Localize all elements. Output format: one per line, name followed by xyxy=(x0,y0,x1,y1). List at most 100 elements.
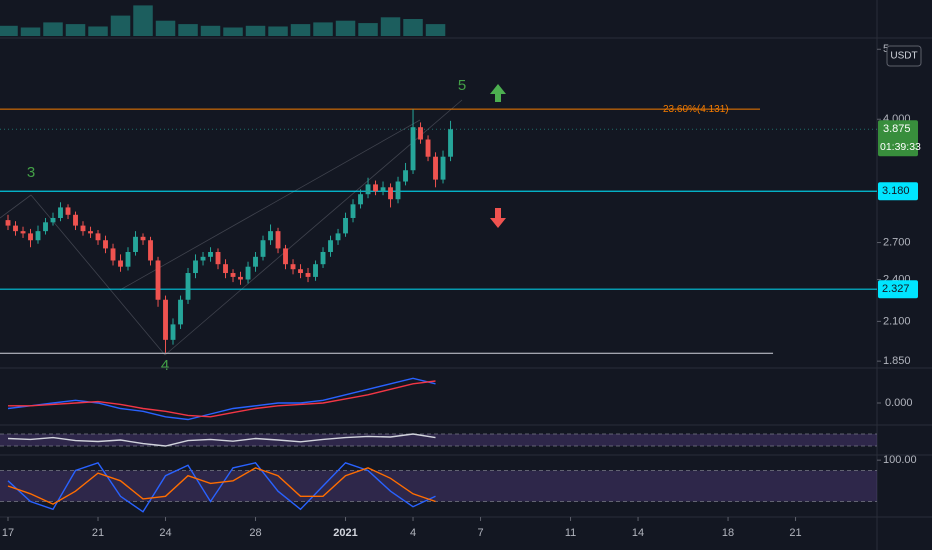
rsi-band xyxy=(0,434,877,446)
candle-body xyxy=(193,260,198,274)
candle-body xyxy=(440,156,446,180)
candle-body xyxy=(20,231,26,234)
currency-badge xyxy=(886,45,922,67)
volume-bar xyxy=(155,20,176,36)
candle-body xyxy=(290,264,296,270)
volume-bar xyxy=(88,26,108,36)
candle-body xyxy=(365,184,371,195)
x-tick-label: 17 xyxy=(2,527,14,539)
candle-body xyxy=(28,233,33,241)
volume-bar xyxy=(268,26,288,36)
countdown-label: 01:39:33 xyxy=(880,141,921,153)
candle-body xyxy=(260,240,266,257)
level-badge xyxy=(878,182,918,201)
candle-body xyxy=(35,231,41,241)
x-tick-label: 4 xyxy=(410,527,416,539)
last-price-badge xyxy=(878,120,918,157)
x-tick-label: 7 xyxy=(477,527,483,539)
candle-body xyxy=(418,127,423,140)
x-tick-label: 18 xyxy=(722,527,734,539)
candle-body xyxy=(5,220,11,226)
candle-body xyxy=(185,273,191,300)
x-tick-label: 21 xyxy=(789,527,801,539)
candle-body xyxy=(410,127,416,171)
x-tick-label: 11 xyxy=(565,527,576,539)
wave-label: 4 xyxy=(161,357,169,374)
volume-bar xyxy=(0,25,18,36)
candle-body xyxy=(125,251,131,267)
candle-body xyxy=(88,231,93,234)
candle-body xyxy=(425,139,431,157)
candle-body xyxy=(110,248,116,261)
fib-label: 23.60%(4.131) xyxy=(663,104,729,115)
candle-body xyxy=(148,240,153,261)
stoch-band xyxy=(0,470,877,502)
currency-label: USDT xyxy=(890,51,917,62)
candle-body xyxy=(253,256,258,267)
candle-body xyxy=(343,217,348,234)
volume-bar xyxy=(335,20,356,36)
volume-bar xyxy=(313,22,333,36)
rsi-line xyxy=(7,433,436,447)
volume-bar xyxy=(20,27,41,36)
candle-body xyxy=(230,273,236,277)
level-badge xyxy=(878,280,918,299)
y-tick-label: 2.100 xyxy=(883,315,911,327)
candle-body xyxy=(155,260,161,300)
candle-body xyxy=(73,214,78,226)
candle-body xyxy=(95,233,101,241)
candle-body xyxy=(388,187,393,200)
candle-body xyxy=(163,299,168,340)
candle-body xyxy=(200,256,206,261)
candle-body xyxy=(305,273,311,277)
y-tick-label: 100.00 xyxy=(883,454,917,466)
candle-body xyxy=(238,276,243,280)
y-tick-label: 1.850 xyxy=(883,355,911,367)
candle-body xyxy=(58,207,63,218)
candle-body xyxy=(373,184,378,192)
candle-body xyxy=(178,299,183,325)
candle-body xyxy=(275,231,281,249)
wave-label: 3 xyxy=(27,164,35,181)
x-tick-label: 28 xyxy=(249,527,261,539)
y-tick-label: 2.700 xyxy=(883,236,911,248)
x-tick-label: 21 xyxy=(92,527,104,539)
candle-body xyxy=(313,264,318,277)
candle-body xyxy=(80,225,86,232)
candle-body xyxy=(43,222,48,232)
volume-bar xyxy=(200,25,221,36)
candle-body xyxy=(328,240,333,252)
candle-body xyxy=(335,233,341,241)
x-tick-label: 2021 xyxy=(333,527,357,539)
candle-body xyxy=(245,266,251,280)
candle-body xyxy=(380,187,386,192)
last-price-label: 3.875 xyxy=(883,123,911,135)
candle-body xyxy=(215,251,221,265)
candle-body xyxy=(298,269,303,274)
candle-body xyxy=(448,129,453,157)
stoch-line xyxy=(7,467,436,505)
candle-body xyxy=(65,207,71,215)
volume-bar xyxy=(110,15,131,36)
candle-body xyxy=(103,240,108,249)
candle-body xyxy=(13,225,18,232)
x-tick-label: 14 xyxy=(632,527,644,539)
volume-bar xyxy=(403,19,423,36)
level-label: 3.180 xyxy=(882,185,910,197)
candle-body xyxy=(208,251,213,257)
macd-line xyxy=(8,380,436,418)
candle-body xyxy=(223,264,228,274)
candle-body xyxy=(170,324,176,340)
y-tick-label: 5 xyxy=(883,43,889,55)
candle-body xyxy=(433,156,438,180)
candle-body xyxy=(403,170,408,182)
volume-bar xyxy=(43,22,63,36)
volume-bar xyxy=(178,24,198,36)
candle-body xyxy=(118,260,123,267)
candle-body xyxy=(133,236,138,252)
candle-body xyxy=(140,236,146,241)
up-arrow xyxy=(490,84,506,102)
x-tick-label: 24 xyxy=(159,527,171,539)
